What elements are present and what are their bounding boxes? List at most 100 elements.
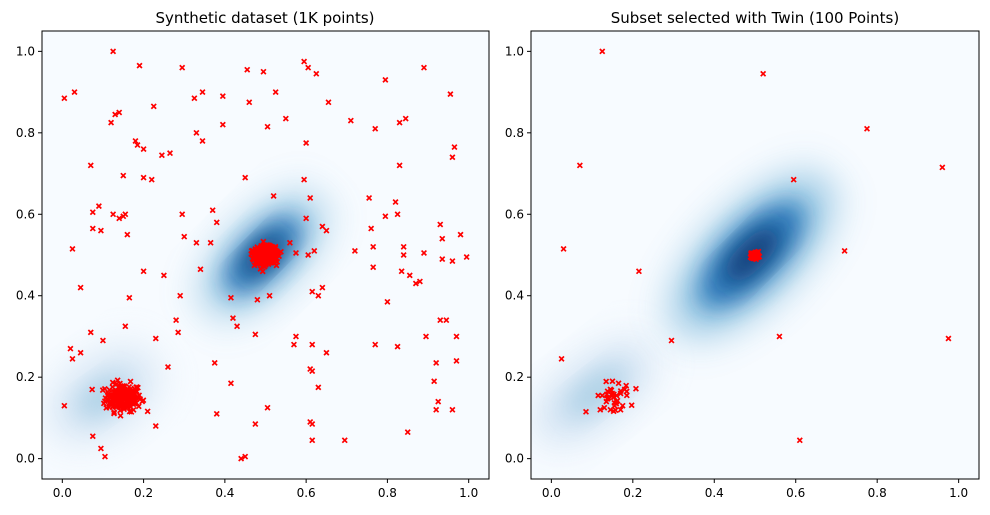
data-point xyxy=(402,115,409,122)
cluster-point xyxy=(120,395,127,402)
data-point xyxy=(270,192,277,199)
x-tick-label: 1.0 xyxy=(949,486,968,500)
data-point xyxy=(173,317,180,324)
x-tick-label: 0.2 xyxy=(134,486,153,500)
data-point xyxy=(199,137,206,144)
y-tick-label: 0.8 xyxy=(505,126,524,140)
cluster-point xyxy=(140,397,147,404)
data-point xyxy=(420,249,427,256)
data-point xyxy=(290,341,297,348)
data-point xyxy=(313,70,320,77)
data-point xyxy=(939,164,946,171)
x-tick-label: 0.2 xyxy=(623,486,642,500)
chart-title: Subset selected with Twin (100 Points) xyxy=(611,9,899,27)
x-tick-label: 1.0 xyxy=(459,486,478,500)
data-point xyxy=(164,363,171,371)
data-point xyxy=(193,129,200,136)
cluster-point xyxy=(267,256,274,263)
data-point xyxy=(309,288,316,295)
cluster-point xyxy=(267,245,274,252)
cluster-point xyxy=(113,381,120,388)
data-point xyxy=(447,91,454,98)
cluster-point xyxy=(99,387,106,394)
data-point xyxy=(394,211,401,218)
data-point xyxy=(453,357,460,364)
cluster-point xyxy=(106,387,113,394)
data-point xyxy=(292,333,299,340)
data-point xyxy=(242,453,249,460)
data-point xyxy=(449,258,456,265)
data-point xyxy=(229,315,236,322)
cluster-point xyxy=(124,394,131,401)
x-tick-label: 0.8 xyxy=(868,486,887,500)
data-point xyxy=(264,404,271,411)
data-point xyxy=(152,423,159,430)
data-point xyxy=(315,292,322,299)
data-point xyxy=(244,66,251,73)
data-point xyxy=(177,292,184,299)
data-point xyxy=(945,335,952,342)
data-point xyxy=(122,211,129,218)
data-point xyxy=(623,388,630,395)
data-point xyxy=(303,215,310,222)
cluster-point xyxy=(109,379,116,386)
data-point xyxy=(431,378,438,385)
cluster-point xyxy=(251,251,258,258)
cluster-point xyxy=(133,384,140,391)
data-point xyxy=(668,337,675,344)
cluster-point xyxy=(610,408,617,415)
data-point xyxy=(423,333,430,340)
axis-ticks: 0.0 0.2 0.4 0.6 0.8 1.0 0.0 0.2 0.4 0.6 0.8 1.0 xyxy=(16,44,478,500)
data-point xyxy=(260,68,267,75)
data-point xyxy=(87,162,94,169)
data-point xyxy=(617,390,624,397)
data-point xyxy=(435,398,442,405)
cluster-point xyxy=(111,410,118,417)
data-point xyxy=(341,437,348,444)
data-point xyxy=(599,48,606,55)
data-point xyxy=(160,272,167,279)
data-point xyxy=(211,359,218,366)
cluster-point xyxy=(258,251,265,258)
data-point xyxy=(301,58,308,65)
data-point xyxy=(323,349,330,356)
data-point xyxy=(108,119,115,126)
data-point xyxy=(607,406,614,413)
data-point xyxy=(110,211,117,218)
data-point xyxy=(601,404,608,411)
data-point xyxy=(158,152,165,159)
data-point xyxy=(841,247,848,254)
data-point xyxy=(77,284,84,291)
cluster-point xyxy=(117,412,124,419)
data-point xyxy=(69,355,76,362)
data-point xyxy=(449,406,456,413)
y-tick-label: 0.6 xyxy=(16,207,35,221)
data-point xyxy=(457,231,464,238)
data-point xyxy=(67,345,74,352)
data-point xyxy=(101,453,108,460)
data-point xyxy=(95,203,102,210)
density-layer xyxy=(535,48,952,444)
markers-layer xyxy=(558,48,952,444)
y-tick-label: 1.0 xyxy=(16,44,35,58)
cluster-point xyxy=(252,246,259,253)
data-point xyxy=(193,239,200,246)
data-point xyxy=(443,317,450,324)
cluster-point xyxy=(748,251,755,258)
chart-panel-right: 0.0 0.2 0.4 0.6 0.8 1.0 0.0 0.2 0.4 0.6 0.8 1.0 Sub… xyxy=(505,9,980,500)
data-point xyxy=(305,251,312,259)
data-point xyxy=(576,162,583,169)
data-point xyxy=(451,144,458,151)
data-point xyxy=(116,109,123,116)
data-point xyxy=(400,243,407,250)
data-point xyxy=(61,95,68,102)
y-tick-label: 0.4 xyxy=(16,289,35,303)
cluster-point xyxy=(135,394,142,401)
data-point xyxy=(597,406,604,413)
cluster-point xyxy=(107,401,114,408)
data-point xyxy=(199,89,206,96)
data-point xyxy=(252,331,259,338)
cluster-point xyxy=(265,250,272,257)
y-tick-label: 0.4 xyxy=(505,289,524,303)
